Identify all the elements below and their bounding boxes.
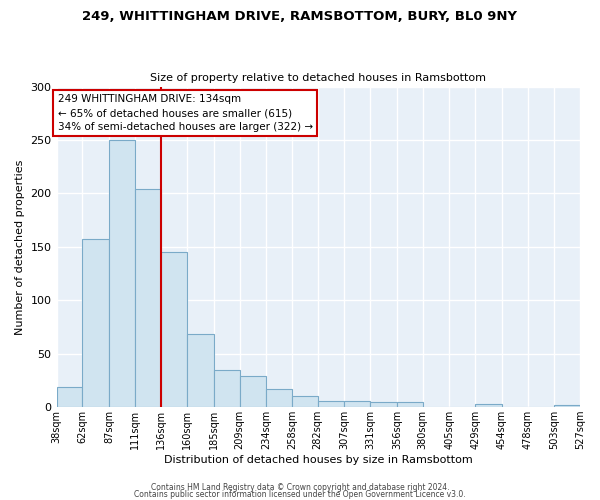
Bar [554, 405, 580, 407]
Bar [214, 370, 239, 407]
Bar [134, 189, 161, 407]
Bar [292, 396, 318, 407]
Text: 249, WHITTINGHAM DRIVE, RAMSBOTTOM, BURY, BL0 9NY: 249, WHITTINGHAM DRIVE, RAMSBOTTOM, BURY… [83, 10, 517, 23]
Bar [82, 240, 109, 407]
Bar [397, 402, 422, 407]
Bar [56, 387, 82, 407]
Bar [109, 140, 134, 407]
Text: Contains public sector information licensed under the Open Government Licence v3: Contains public sector information licen… [134, 490, 466, 499]
Text: 249 WHITTINGHAM DRIVE: 134sqm
← 65% of detached houses are smaller (615)
34% of : 249 WHITTINGHAM DRIVE: 134sqm ← 65% of d… [58, 94, 313, 132]
Title: Size of property relative to detached houses in Ramsbottom: Size of property relative to detached ho… [150, 73, 486, 83]
Text: Contains HM Land Registry data © Crown copyright and database right 2024.: Contains HM Land Registry data © Crown c… [151, 484, 449, 492]
Y-axis label: Number of detached properties: Number of detached properties [15, 159, 25, 334]
Bar [161, 252, 187, 407]
Bar [318, 401, 344, 407]
Bar [187, 334, 214, 407]
Bar [266, 389, 292, 407]
Bar [475, 404, 502, 407]
Bar [344, 401, 370, 407]
X-axis label: Distribution of detached houses by size in Ramsbottom: Distribution of detached houses by size … [164, 455, 473, 465]
Bar [370, 402, 397, 407]
Bar [239, 376, 266, 407]
